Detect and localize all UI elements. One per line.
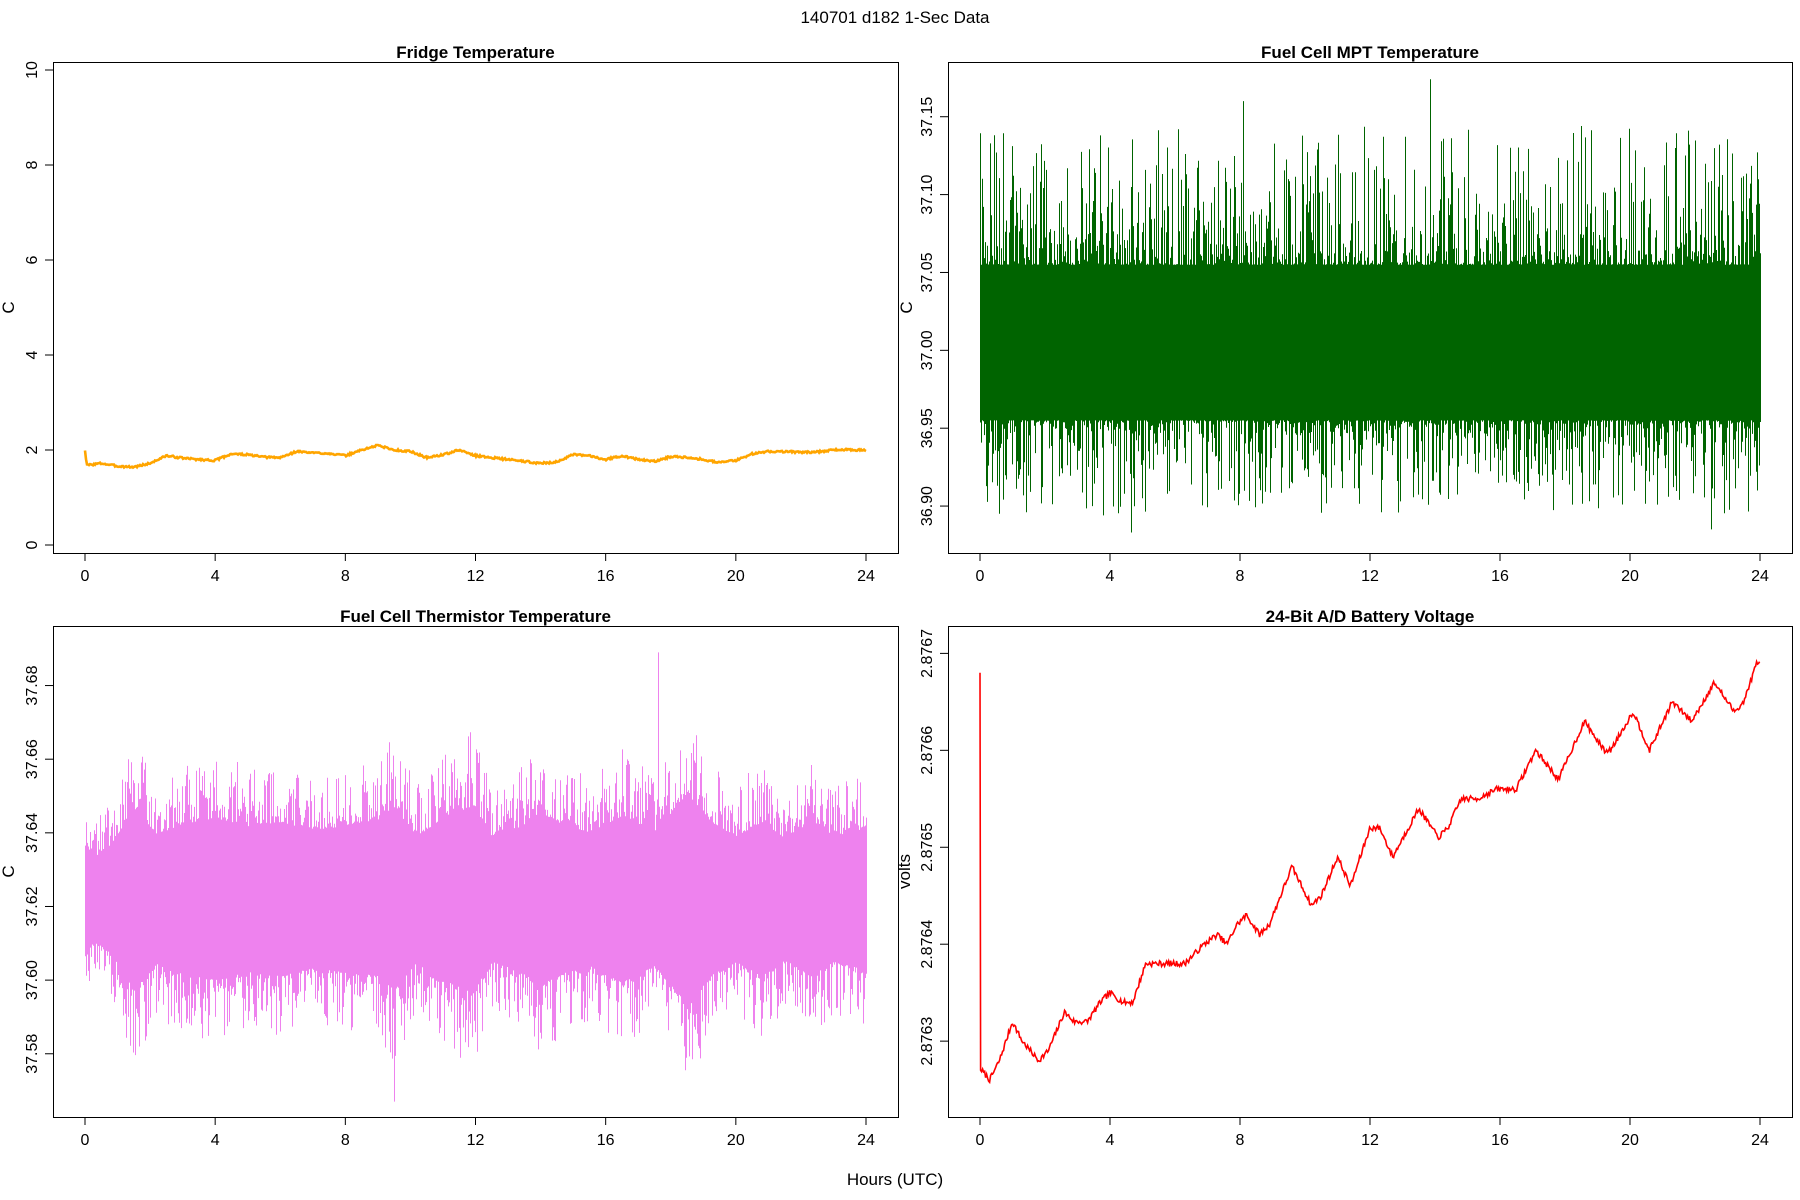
x-tick-label-battery: 12 (1361, 1132, 1379, 1149)
panel-title-battery: 24-Bit A/D Battery Voltage (1266, 607, 1475, 626)
y-tick-label-fridge: 2 (24, 445, 41, 454)
x-tick-label-thermistor: 24 (857, 1132, 875, 1149)
x-tick-label-thermistor: 4 (211, 1132, 220, 1149)
series-line-mpt (980, 79, 1761, 533)
x-tick-label-battery: 16 (1491, 1132, 1509, 1149)
x-tick-label-battery: 20 (1621, 1132, 1639, 1149)
x-tick-label-mpt: 8 (1236, 568, 1245, 585)
x-tick-label-mpt: 20 (1621, 568, 1639, 585)
y-tick-label-battery: 2.8765 (919, 823, 936, 872)
x-tick-label-thermistor: 8 (341, 1132, 350, 1149)
plot-area-battery (979, 658, 1761, 1085)
y-tick-label-thermistor: 37.68 (24, 665, 41, 705)
plot-area-fridge (83, 443, 867, 470)
x-tick-label-fridge: 16 (597, 568, 615, 585)
x-tick-label-battery: 0 (976, 1132, 985, 1149)
y-axis-label-fridge: C (0, 301, 18, 313)
x-tick-label-mpt: 0 (976, 568, 985, 585)
panel-mpt: Fuel Cell MPT Temperature 0 4 8 12 16 20 24 36.9… (897, 43, 1793, 585)
plot-area-thermistor (85, 652, 867, 1102)
x-tick-label-fridge: 8 (341, 568, 350, 585)
series-line-battery (979, 658, 1761, 1085)
y-tick-label-fridge: 6 (24, 255, 41, 264)
y-tick-label-fridge: 10 (24, 61, 41, 79)
panel-thermistor: Fuel Cell Thermistor Temperature 0 4 8 12 16 2… (0, 607, 899, 1149)
y-tick-label-mpt: 36.90 (919, 486, 936, 526)
y-tick-label-fridge: 0 (24, 540, 41, 549)
panel-title-thermistor: Fuel Cell Thermistor Temperature (340, 607, 611, 626)
x-tick-label-mpt: 4 (1106, 568, 1115, 585)
x-tick-label-thermistor: 0 (81, 1132, 90, 1149)
y-tick-label-fridge: 4 (24, 350, 41, 359)
x-tick-label-battery: 8 (1236, 1132, 1245, 1149)
y-tick-label-battery: 2.8766 (919, 726, 936, 775)
figure-title: 140701 d182 1-Sec Data (800, 8, 990, 27)
x-tick-label-mpt: 12 (1361, 568, 1379, 585)
y-tick-label-thermistor: 37.66 (24, 739, 41, 779)
y-tick-label-thermistor: 37.64 (24, 813, 41, 853)
y-tick-label-battery: 2.8763 (919, 1017, 936, 1066)
panel-title-fridge: Fridge Temperature (396, 43, 554, 62)
y-tick-label-mpt: 36.95 (919, 408, 936, 448)
y-tick-label-mpt: 37.05 (919, 252, 936, 292)
x-tick-label-battery: 24 (1751, 1132, 1769, 1149)
series-line-thermistor (85, 652, 867, 1102)
y-tick-label-thermistor: 37.62 (24, 886, 41, 926)
y-tick-label-mpt: 37.15 (919, 97, 936, 137)
x-tick-label-thermistor: 16 (597, 1132, 615, 1149)
y-axis-label-mpt: C (897, 301, 916, 313)
x-tick-label-battery: 4 (1106, 1132, 1115, 1149)
x-tick-label-fridge: 4 (211, 568, 220, 585)
x-tick-label-fridge: 0 (81, 568, 90, 585)
shared-x-axis-label: Hours (UTC) (847, 1170, 943, 1189)
y-tick-label-battery: 2.8767 (919, 629, 936, 678)
y-axis-label-thermistor: C (0, 865, 18, 877)
y-tick-label-mpt: 37.10 (919, 174, 936, 214)
x-tick-label-thermistor: 12 (467, 1132, 485, 1149)
x-tick-label-mpt: 16 (1491, 568, 1509, 585)
series-line-fridge (83, 443, 867, 470)
x-tick-label-thermistor: 20 (727, 1132, 745, 1149)
panel-title-mpt: Fuel Cell MPT Temperature (1261, 43, 1479, 62)
y-tick-label-battery: 2.8764 (919, 920, 936, 969)
x-tick-label-fridge: 24 (857, 568, 875, 585)
y-tick-label-fridge: 8 (24, 160, 41, 169)
y-tick-label-thermistor: 37.60 (24, 960, 41, 1000)
y-tick-label-mpt: 37.00 (919, 330, 936, 370)
y-axis-label-battery: volts (895, 854, 914, 889)
plot-area-mpt (980, 79, 1761, 533)
x-tick-label-mpt: 24 (1751, 568, 1769, 585)
y-tick-label-thermistor: 37.58 (24, 1034, 41, 1074)
x-tick-label-fridge: 20 (727, 568, 745, 585)
panel-battery: 24-Bit A/D Battery Voltage 0 4 8 12 16 20 24 2.8… (895, 607, 1793, 1149)
x-tick-label-fridge: 12 (467, 568, 485, 585)
